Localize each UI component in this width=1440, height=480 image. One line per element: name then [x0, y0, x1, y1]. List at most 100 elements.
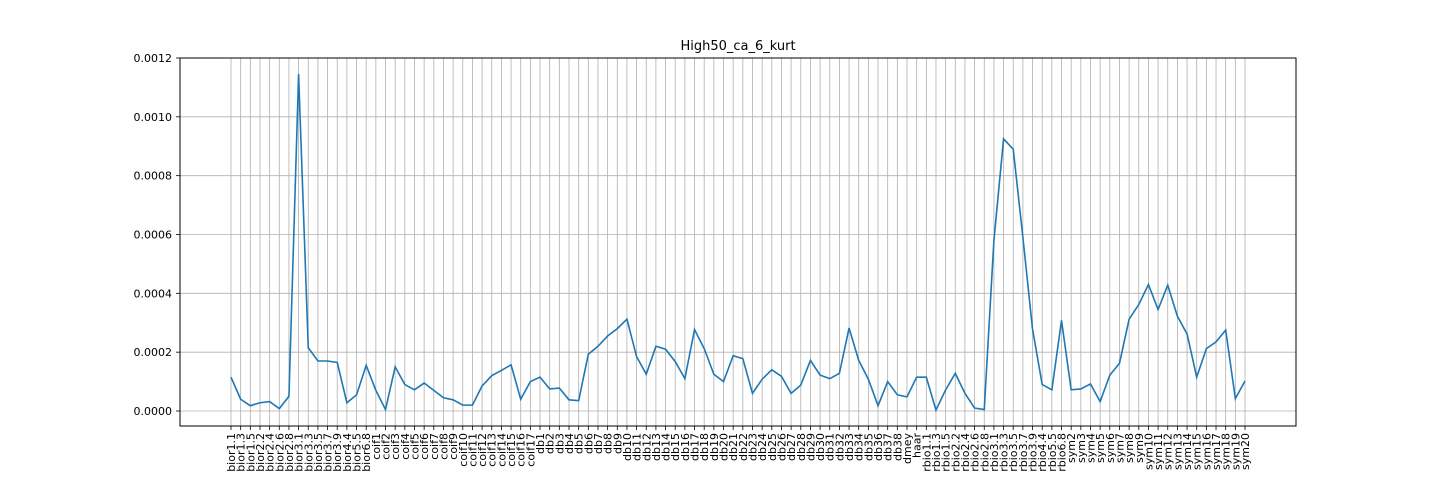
x-tick-label: coif4: [399, 433, 412, 460]
x-tick-label: sym16: [1200, 433, 1213, 470]
x-tick-label: db5: [573, 433, 586, 454]
x-tick-label: db38: [891, 433, 904, 461]
x-tick-label: sym12: [1162, 433, 1175, 470]
x-tick-label: sym8: [1123, 433, 1136, 463]
x-tick-label: db9: [611, 433, 624, 454]
x-tick-label: bior1.3: [235, 433, 248, 472]
x-tick-label: coif5: [408, 433, 421, 460]
x-tick-label: db22: [737, 433, 750, 461]
x-tick-label: db16: [679, 433, 692, 461]
x-tick-label: db35: [862, 433, 875, 461]
x-tick-label: coif7: [428, 433, 441, 460]
x-tick-label: coif14: [495, 433, 508, 467]
x-tick-label: bior3.3: [302, 433, 315, 472]
x-tick-label: bior2.2: [254, 433, 267, 472]
x-tick-label: bior2.8: [283, 433, 296, 472]
x-axis-ticks: bior1.1bior1.3bior1.5bior2.2bior2.4bior2…: [225, 426, 1252, 472]
x-tick-label: bior4.4: [341, 433, 354, 472]
x-tick-label: bior3.5: [312, 433, 325, 472]
x-tick-label: db7: [592, 433, 605, 454]
x-tick-label: coif6: [418, 433, 431, 460]
x-tick-label: db8: [602, 433, 615, 454]
x-tick-label: db11: [631, 433, 644, 461]
x-tick-label: db24: [756, 433, 769, 461]
x-tick-label: sym10: [1142, 433, 1155, 470]
x-tick-label: bior3.1: [293, 433, 306, 472]
series-line: [230, 74, 1246, 413]
x-tick-label: bior3.9: [331, 433, 344, 472]
x-tick-label: db2: [544, 433, 557, 454]
x-tick-label: coif3: [389, 433, 402, 460]
y-tick-label: 0.0006: [134, 229, 173, 242]
x-tick-label: db23: [746, 433, 759, 461]
x-tick-label: rbio2.8: [978, 433, 991, 472]
x-tick-label: bior5.5: [351, 433, 364, 472]
x-tick-label: rbio2.4: [959, 433, 972, 472]
x-tick-label: db27: [785, 433, 798, 461]
x-tick-label: db28: [795, 433, 808, 461]
x-tick-label: rbio3.9: [1027, 433, 1040, 472]
x-tick-label: coif1: [370, 433, 383, 460]
x-tick-label: sym19: [1229, 433, 1242, 470]
x-tick-label: db14: [660, 433, 673, 461]
grid-layer: [180, 57, 1296, 426]
x-tick-label: db36: [872, 433, 885, 461]
x-tick-label: db34: [853, 433, 866, 461]
x-tick-label: sym4: [1084, 433, 1097, 463]
x-tick-label: sym13: [1171, 433, 1184, 470]
x-tick-label: bior1.5: [244, 433, 257, 472]
x-tick-label: sym6: [1104, 433, 1117, 463]
x-tick-label: haar: [911, 433, 924, 458]
x-tick-label: coif10: [457, 433, 470, 467]
x-tick-label: db29: [804, 433, 817, 461]
y-tick-label: 0.0012: [134, 52, 173, 65]
x-tick-label: db26: [775, 433, 788, 461]
plot-frame: [179, 57, 1297, 427]
x-tick-label: db4: [563, 433, 576, 454]
chart-title: High50_ca_6_kurt: [680, 39, 795, 54]
y-tick-label: 0.0000: [134, 405, 173, 418]
x-tick-label: db31: [824, 433, 837, 461]
x-tick-label: rbio1.5: [940, 433, 953, 472]
x-tick-label: sym7: [1113, 433, 1126, 463]
x-tick-label: rbio3.7: [1017, 433, 1030, 472]
x-tick-label: db18: [698, 433, 711, 461]
x-tick-label: db15: [669, 433, 682, 461]
x-tick-label: sym3: [1075, 433, 1088, 463]
x-tick-label: sym15: [1191, 433, 1204, 470]
x-tick-label: db10: [621, 433, 634, 461]
x-tick-label: rbio1.1: [920, 433, 933, 472]
x-tick-label: coif12: [476, 433, 489, 467]
x-tick-label: db19: [708, 433, 721, 461]
x-tick-label: coif13: [486, 433, 499, 467]
x-tick-label: db12: [640, 433, 653, 461]
x-tick-label: sym9: [1133, 433, 1146, 463]
x-tick-label: sym11: [1152, 433, 1165, 470]
x-tick-label: bior2.4: [264, 433, 277, 472]
y-tick-label: 0.0008: [134, 170, 173, 183]
x-tick-label: rbio1.3: [930, 433, 943, 472]
x-tick-label: rbio4.4: [1036, 433, 1049, 472]
x-tick-label: bior1.1: [225, 433, 238, 472]
x-tick-label: db25: [766, 433, 779, 461]
x-tick-label: db6: [582, 433, 595, 454]
x-tick-label: dmey: [901, 433, 914, 464]
x-tick-label: bior2.6: [273, 433, 286, 472]
x-tick-label: sym2: [1065, 433, 1078, 463]
x-tick-label: bior3.7: [322, 433, 335, 472]
x-tick-label: rbio3.1: [988, 433, 1001, 472]
x-tick-label: coif2: [380, 433, 393, 460]
x-tick-label: rbio2.6: [969, 433, 982, 472]
x-tick-label: sym14: [1181, 433, 1194, 470]
x-tick-label: coif17: [524, 433, 537, 467]
x-tick-label: coif15: [505, 433, 518, 467]
x-tick-label: db37: [882, 433, 895, 461]
x-tick-label: db33: [843, 433, 856, 461]
x-tick-label: rbio6.8: [1056, 433, 1069, 472]
y-tick-label: 0.0002: [134, 346, 173, 359]
y-tick-label: 0.0004: [134, 287, 173, 300]
x-tick-label: db30: [814, 433, 827, 461]
x-tick-label: coif9: [447, 433, 460, 460]
x-tick-label: db21: [727, 433, 740, 461]
